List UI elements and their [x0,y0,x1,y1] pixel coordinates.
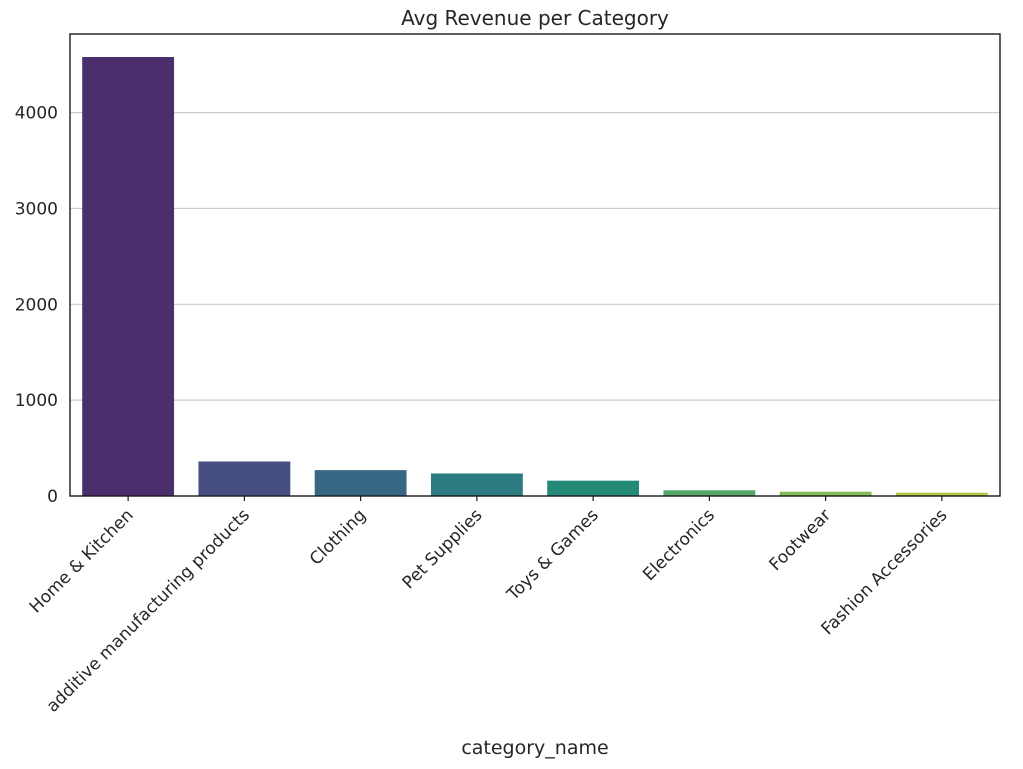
y-tick-label: 1000 [15,391,58,411]
gridlines [70,111,1000,401]
x-tick-label: additive manufacturing products [43,505,254,716]
bar [430,473,523,496]
chart-title: Avg Revenue per Category [401,6,669,30]
x-tick-label: Electronics [639,505,719,585]
y-tick-label: 2000 [15,295,58,315]
y-tick-label: 0 [47,487,58,507]
x-tick-label: Toys & Games [503,505,603,605]
x-axis-label: category_name [461,737,608,759]
y-tick-label: 4000 [15,104,58,124]
bar [314,470,407,496]
y-tick-label: 3000 [15,199,58,219]
bar [198,461,291,496]
x-tick-label: Pet Supplies [399,505,487,593]
bar [547,480,640,496]
bar [82,57,175,496]
x-tick-label: Footwear [766,505,836,575]
bar [779,491,872,496]
bar [663,490,756,496]
y-axis-ticks: 0 1000 2000 3000 4000 [15,104,58,507]
x-tick-label: Home & Kitchen [26,505,138,617]
x-tick-label: Clothing [306,505,370,569]
x-tick-label: Fashion Accessories [818,505,952,639]
bars [82,57,988,496]
plot-frame [69,33,1001,497]
bar [895,492,988,496]
